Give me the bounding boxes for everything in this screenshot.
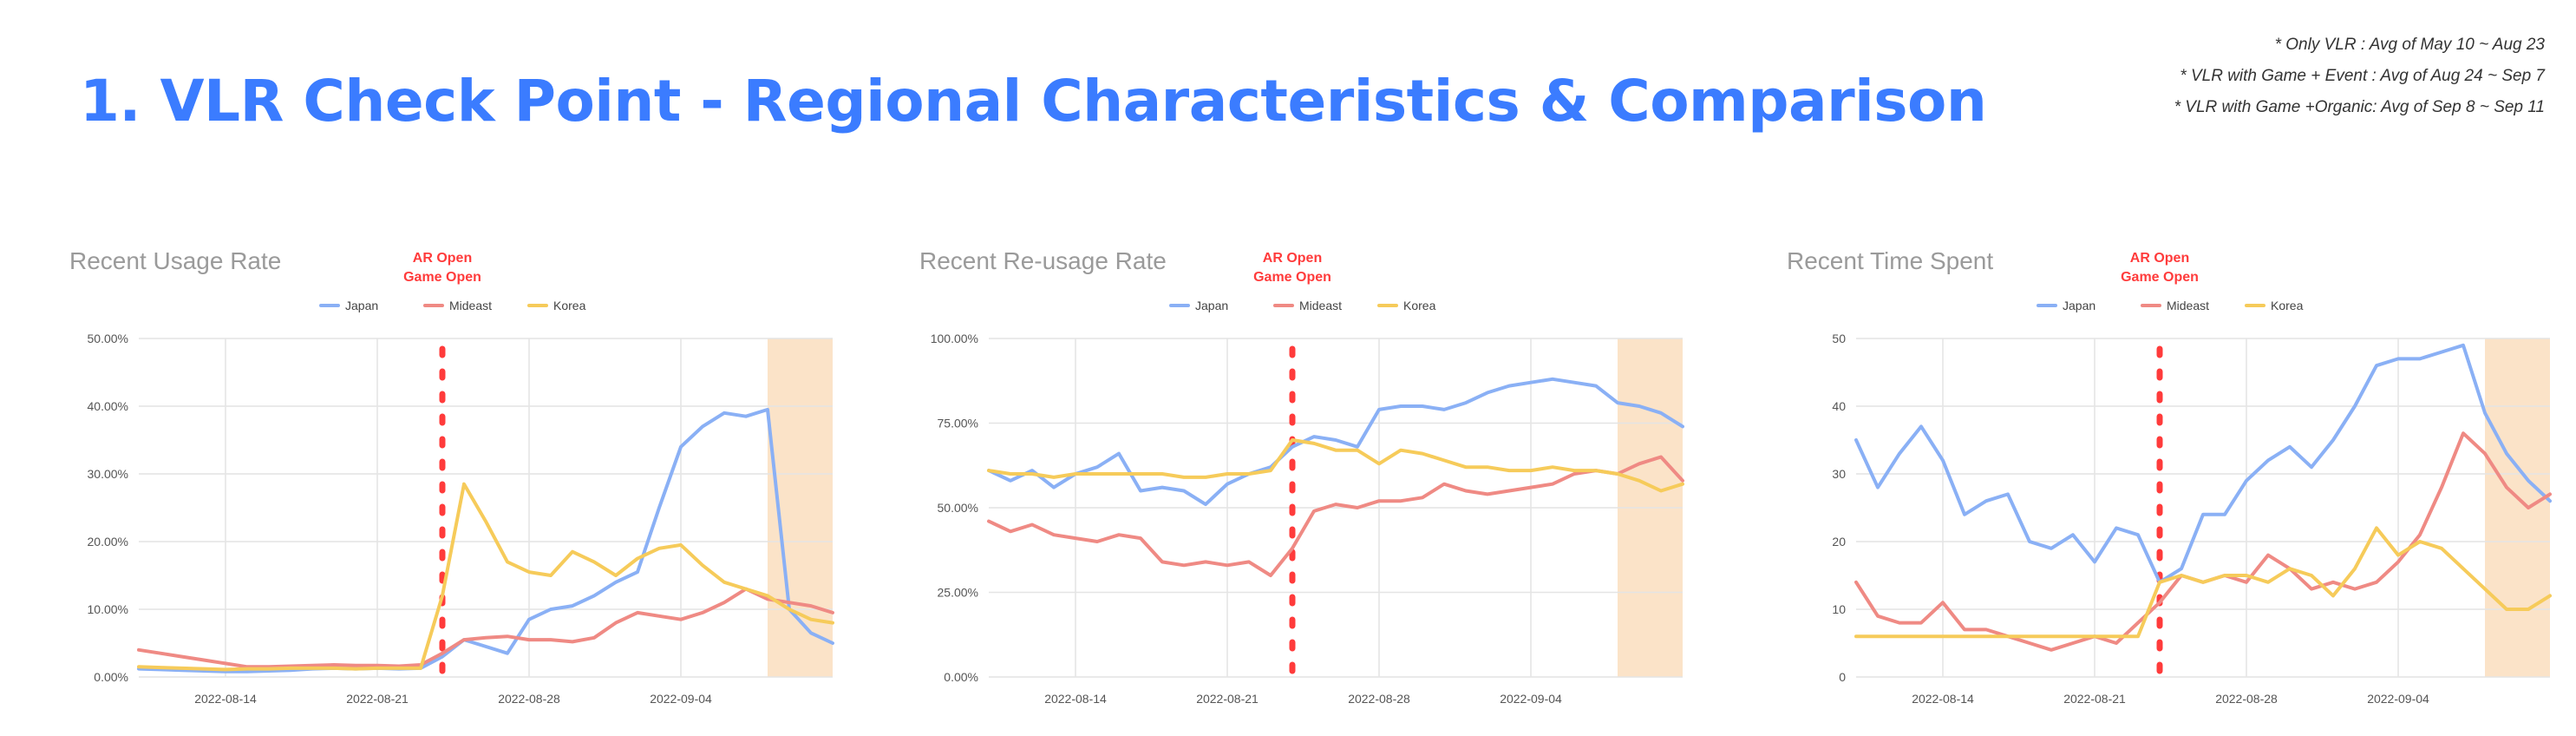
marker-annotation: Game Open xyxy=(403,270,481,285)
highlight-band xyxy=(2485,338,2550,677)
legend-label: Japan xyxy=(345,299,378,312)
x-tick-label: 2022-08-21 xyxy=(1196,692,1259,706)
x-tick-label: 2022-09-04 xyxy=(2367,692,2429,706)
series-line-mideast xyxy=(987,455,1684,577)
series-line-japan xyxy=(1854,343,2552,584)
y-tick-label: 25.00% xyxy=(938,586,978,600)
legend-label: Korea xyxy=(2271,299,2304,312)
marker-annotation: Game Open xyxy=(1253,270,1331,285)
x-tick-label: 2022-09-04 xyxy=(650,692,712,706)
y-tick-label: 30 xyxy=(1832,467,1846,481)
marker-annotation: AR Open xyxy=(1263,251,1322,266)
usage-rate-chart: Recent Usage Rate 0.00% 10.00% 20.00% 30.00%… xyxy=(61,234,841,720)
chart-svg: Recent Re-usage Rate 0.00% 25.00% 50.00% 75.… xyxy=(919,247,1684,706)
y-tick-label: 0 xyxy=(1839,670,1846,684)
x-tick-label: 2022-08-28 xyxy=(2215,692,2278,706)
y-tick-label: 40 xyxy=(1832,399,1846,413)
series-line-mideast xyxy=(137,587,834,669)
x-tick-label: 2022-08-21 xyxy=(346,692,409,706)
note-line: * Only VLR : Avg of May 10 ~ Aug 23 xyxy=(2274,36,2545,54)
y-tick-label: 0.00% xyxy=(94,670,128,684)
series-line-japan xyxy=(987,377,1684,507)
note-line: * VLR with Game +Organic: Avg of Sep 8 ~… xyxy=(2174,98,2545,116)
x-tick-label: 2022-08-14 xyxy=(1044,692,1107,706)
y-tick-label: 10 xyxy=(1832,602,1846,616)
y-tick-label: 100.00% xyxy=(931,332,978,345)
reusage-rate-chart: Recent Re-usage Rate 0.00% 25.00% 50.00% 75.… xyxy=(911,234,1691,720)
page-title: 1. VLR Check Point - Regional Characteri… xyxy=(80,68,1987,135)
legend-label: Japan xyxy=(2063,299,2095,312)
legend-label: Mideast xyxy=(449,299,492,312)
x-tick-label: 2022-08-14 xyxy=(194,692,257,706)
y-tick-label: 50.00% xyxy=(88,332,128,345)
chart-title: Recent Usage Rate xyxy=(69,247,281,274)
time-spent-chart: Recent Time Spent 0 10 20 30 40 50 2022-08-14 20… xyxy=(1778,234,2559,720)
note-line: * VLR with Game + Event : Avg of Aug 24 … xyxy=(2180,67,2545,85)
legend-label: Mideast xyxy=(2167,299,2209,312)
y-tick-label: 20.00% xyxy=(88,535,128,549)
marker-annotation: AR Open xyxy=(413,251,472,266)
marker-annotation: Game Open xyxy=(2121,270,2199,285)
legend-label: Mideast xyxy=(1299,299,1342,312)
y-tick-label: 20 xyxy=(1832,535,1846,549)
y-tick-label: 50 xyxy=(1832,332,1846,345)
x-tick-label: 2022-09-04 xyxy=(1500,692,1562,706)
marker-annotation: AR Open xyxy=(2130,251,2189,266)
x-tick-label: 2022-08-28 xyxy=(1348,692,1410,706)
chart-title: Recent Time Spent xyxy=(1787,247,1993,274)
y-tick-label: 30.00% xyxy=(88,467,128,481)
legend-label: Japan xyxy=(1195,299,1228,312)
chart-title: Recent Re-usage Rate xyxy=(919,247,1167,274)
y-tick-label: 40.00% xyxy=(88,399,128,413)
x-tick-label: 2022-08-14 xyxy=(1912,692,1974,706)
period-notes: * Only VLR : Avg of May 10 ~ Aug 23 * VL… xyxy=(2007,30,2545,123)
series-line-korea xyxy=(137,482,834,672)
chart-svg: Recent Usage Rate 0.00% 10.00% 20.00% 30.00%… xyxy=(69,247,834,706)
x-tick-label: 2022-08-28 xyxy=(498,692,560,706)
legend-label: Korea xyxy=(553,299,586,312)
chart-svg: Recent Time Spent 0 10 20 30 40 50 2022-08-14 20… xyxy=(1787,247,2552,706)
y-tick-label: 50.00% xyxy=(938,501,978,515)
y-tick-label: 75.00% xyxy=(938,417,978,430)
series-line-korea xyxy=(987,438,1684,493)
series-line-japan xyxy=(137,407,834,674)
y-tick-label: 10.00% xyxy=(88,602,128,616)
legend-label: Korea xyxy=(1403,299,1436,312)
y-tick-label: 0.00% xyxy=(944,670,978,684)
x-tick-label: 2022-08-21 xyxy=(2063,692,2126,706)
series-line-korea xyxy=(1854,526,2552,639)
